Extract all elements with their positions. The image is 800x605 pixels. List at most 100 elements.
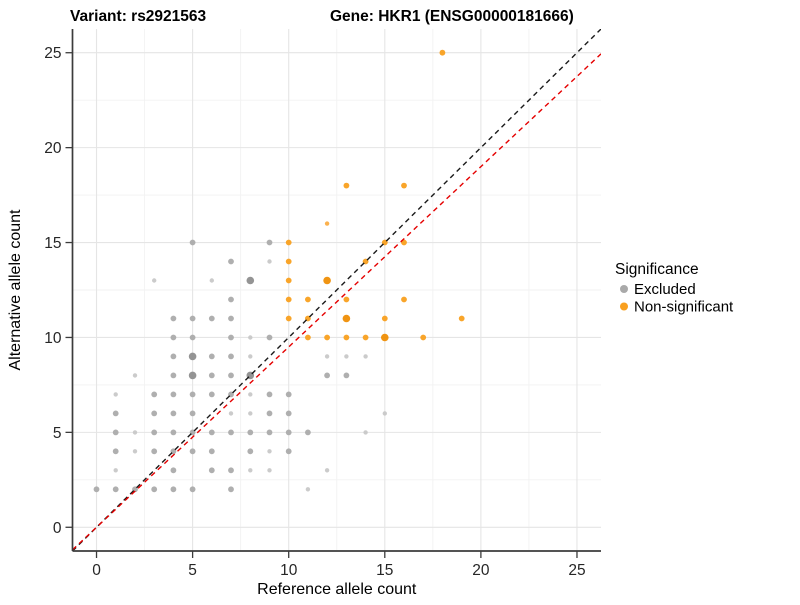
data-point-non-significant bbox=[343, 334, 350, 341]
data-point-excluded bbox=[228, 334, 234, 341]
data-point-excluded bbox=[305, 429, 311, 436]
y-tick-label: 15 bbox=[44, 235, 61, 252]
data-point-excluded bbox=[189, 410, 196, 417]
x-tick-label: 20 bbox=[472, 562, 490, 579]
data-point-excluded bbox=[228, 296, 234, 303]
x-tick-label: 0 bbox=[92, 562, 101, 579]
data-point-excluded bbox=[151, 486, 158, 493]
data-point-excluded bbox=[113, 392, 118, 397]
data-point-excluded bbox=[189, 315, 196, 322]
data-point-excluded bbox=[266, 391, 273, 398]
data-point-non-significant bbox=[420, 334, 427, 341]
data-point-excluded bbox=[285, 391, 292, 398]
data-point-non-significant bbox=[285, 258, 292, 265]
data-point-excluded bbox=[112, 486, 119, 493]
data-point-excluded bbox=[188, 371, 197, 380]
data-point-non-significant bbox=[401, 296, 407, 303]
data-point-excluded bbox=[208, 391, 215, 398]
data-point-excluded bbox=[189, 391, 196, 398]
data-point-non-significant bbox=[401, 182, 407, 189]
data-point-excluded bbox=[189, 334, 196, 341]
data-point-excluded bbox=[189, 448, 196, 455]
data-point-excluded bbox=[248, 354, 253, 359]
data-point-excluded bbox=[228, 429, 234, 436]
data-point-excluded bbox=[228, 467, 234, 474]
data-point-excluded bbox=[267, 449, 272, 454]
reference-lines bbox=[72, 29, 601, 551]
series-excluded bbox=[93, 239, 387, 493]
data-point-non-significant bbox=[324, 334, 330, 341]
data-point-excluded bbox=[266, 429, 273, 436]
x-tick-label: 5 bbox=[188, 562, 197, 579]
data-point-excluded bbox=[247, 429, 254, 436]
data-point-excluded bbox=[267, 259, 272, 264]
data-point-non-significant bbox=[439, 49, 446, 56]
data-point-excluded bbox=[208, 429, 215, 436]
data-point-excluded bbox=[112, 410, 119, 417]
data-point-excluded bbox=[246, 276, 255, 285]
data-point-excluded bbox=[189, 486, 196, 493]
data-point-excluded bbox=[267, 468, 272, 473]
legend-item-non-significant: Non-significant bbox=[634, 299, 734, 316]
data-point-excluded bbox=[285, 448, 292, 455]
data-point-excluded bbox=[151, 391, 158, 398]
data-point-excluded bbox=[363, 430, 368, 435]
data-point-excluded bbox=[248, 392, 253, 397]
data-point-excluded bbox=[170, 372, 177, 379]
y-tick-label: 5 bbox=[53, 425, 62, 442]
data-point-excluded bbox=[228, 353, 234, 360]
data-point-excluded bbox=[228, 372, 234, 379]
data-point-excluded bbox=[285, 429, 292, 436]
data-point-excluded bbox=[382, 411, 387, 416]
data-point-excluded bbox=[266, 334, 273, 341]
data-point-excluded bbox=[363, 354, 368, 359]
data-point-excluded bbox=[343, 372, 350, 379]
x-tick-label: 15 bbox=[376, 562, 393, 579]
y-tick-label: 25 bbox=[44, 45, 61, 62]
data-point-non-significant bbox=[381, 333, 389, 342]
data-point-excluded bbox=[248, 411, 253, 416]
data-point-excluded bbox=[151, 448, 158, 455]
data-point-excluded bbox=[170, 429, 177, 436]
data-point-non-significant bbox=[342, 314, 351, 323]
data-point-excluded bbox=[324, 354, 330, 359]
data-point-excluded bbox=[266, 239, 273, 246]
ratio-line bbox=[72, 53, 601, 551]
data-point-excluded bbox=[305, 487, 311, 492]
data-point-excluded bbox=[151, 410, 158, 417]
data-point-excluded bbox=[208, 372, 215, 379]
data-point-excluded bbox=[152, 278, 157, 283]
data-point-excluded bbox=[208, 448, 215, 455]
data-point-non-significant bbox=[458, 315, 465, 322]
data-point-excluded bbox=[324, 372, 330, 379]
data-point-excluded bbox=[112, 429, 119, 436]
data-point-non-significant bbox=[285, 296, 292, 303]
data-point-excluded bbox=[112, 448, 119, 455]
data-point-non-significant bbox=[343, 296, 350, 303]
data-point-non-significant bbox=[343, 182, 350, 189]
data-point-excluded bbox=[170, 315, 177, 322]
legend-swatch-excluded bbox=[620, 285, 628, 293]
data-point-excluded bbox=[208, 467, 215, 474]
data-point-excluded bbox=[189, 239, 196, 246]
data-point-non-significant bbox=[285, 315, 292, 322]
data-point-excluded bbox=[228, 315, 234, 322]
x-axis-title: Reference allele count bbox=[257, 581, 417, 598]
data-point-excluded bbox=[170, 353, 177, 360]
data-point-excluded bbox=[248, 335, 253, 340]
legend-item-excluded: Excluded bbox=[634, 281, 696, 298]
data-point-excluded bbox=[170, 334, 177, 341]
data-point-excluded bbox=[170, 467, 177, 474]
data-point-excluded bbox=[170, 410, 177, 417]
data-point-excluded bbox=[170, 391, 177, 398]
plot-title-gene: Gene: HKR1 (ENSG00000181666) bbox=[330, 8, 574, 25]
identity-line bbox=[72, 29, 601, 551]
data-point-excluded bbox=[151, 429, 158, 436]
data-point-excluded bbox=[93, 486, 100, 493]
data-point-excluded bbox=[228, 258, 234, 265]
y-axis-title: Alternative allele count bbox=[7, 209, 24, 371]
data-point-non-significant bbox=[362, 334, 369, 341]
